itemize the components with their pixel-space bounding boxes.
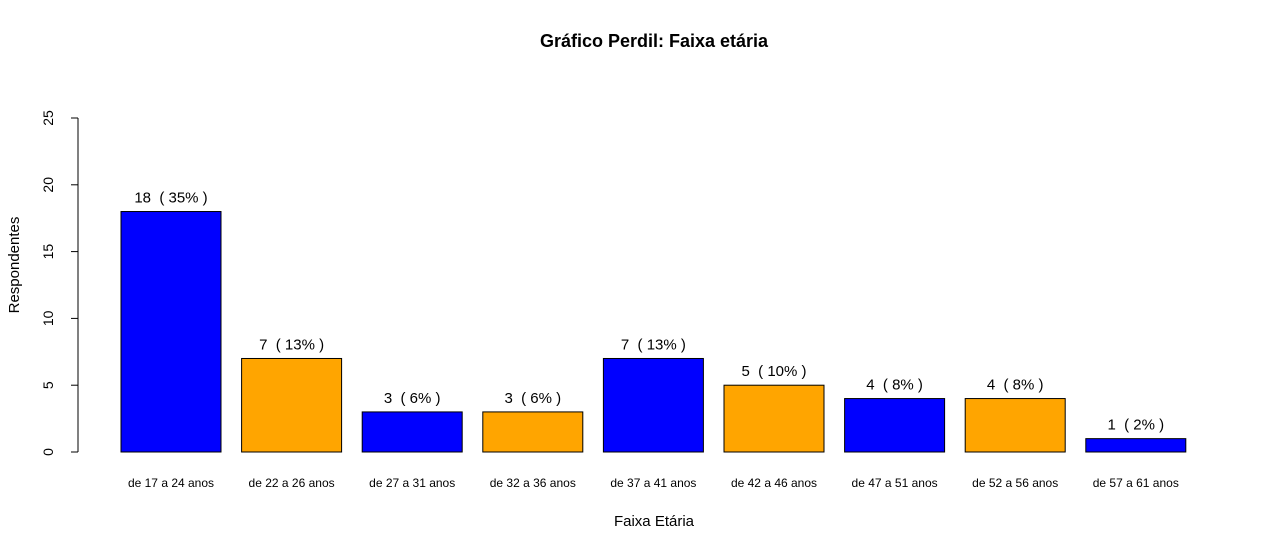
x-tick-label: de 17 a 24 anos xyxy=(128,476,214,490)
bar xyxy=(361,411,463,453)
x-tick-label: de 32 a 36 anos xyxy=(490,476,576,490)
bar xyxy=(241,357,343,453)
bar-value-label: 1 ( 2% ) xyxy=(1107,417,1164,434)
bar xyxy=(723,384,825,453)
y-tick-label: 15 xyxy=(40,244,56,260)
x-tick-labels: de 17 a 24 anos de 22 a 26 anos de 27 a 31… xyxy=(128,476,1179,490)
bars-group xyxy=(120,211,1187,453)
bar xyxy=(602,357,704,453)
bar-value-labels: 18 ( 35% ) 7 ( 13% ) 3 ( 6% ) 3 ( 6% ) 7 ( 1… xyxy=(134,190,1164,434)
x-axis-title: Faixa Etária xyxy=(614,513,695,530)
bar xyxy=(120,211,222,453)
y-tick-label: 5 xyxy=(40,381,56,389)
bar xyxy=(1085,438,1187,453)
y-axis: 0 5 10 15 20 25 xyxy=(40,110,79,456)
bar-value-label: 7 ( 13% ) xyxy=(259,336,324,353)
y-tick-label: 25 xyxy=(40,110,56,126)
x-tick-label: de 42 a 46 anos xyxy=(731,476,817,490)
y-axis-title: Respondentes xyxy=(6,217,23,314)
x-tick-label: de 47 a 51 anos xyxy=(852,476,938,490)
x-tick-label: de 52 a 56 anos xyxy=(972,476,1058,490)
y-tick-label: 20 xyxy=(40,177,56,193)
bar-value-label: 4 ( 8% ) xyxy=(987,377,1044,394)
bar xyxy=(844,398,946,453)
bar xyxy=(964,398,1066,453)
x-tick-label: de 37 a 41 anos xyxy=(610,476,696,490)
x-tick-label: de 22 a 26 anos xyxy=(249,476,335,490)
bar xyxy=(482,411,584,453)
x-tick-label: de 57 a 61 anos xyxy=(1093,476,1179,490)
bar-value-label: 3 ( 6% ) xyxy=(384,390,441,407)
bar-value-label: 5 ( 10% ) xyxy=(741,363,806,380)
x-tick-label: de 27 a 31 anos xyxy=(369,476,455,490)
chart-title: Gráfico Perdil: Faixa etária xyxy=(540,31,769,51)
bar-value-label: 4 ( 8% ) xyxy=(866,377,923,394)
bar-value-label: 3 ( 6% ) xyxy=(504,390,561,407)
bar-value-label: 18 ( 35% ) xyxy=(134,190,207,207)
y-tick-label: 0 xyxy=(40,448,56,456)
y-tick-label: 10 xyxy=(40,310,56,326)
bar-value-label: 7 ( 13% ) xyxy=(621,336,686,353)
